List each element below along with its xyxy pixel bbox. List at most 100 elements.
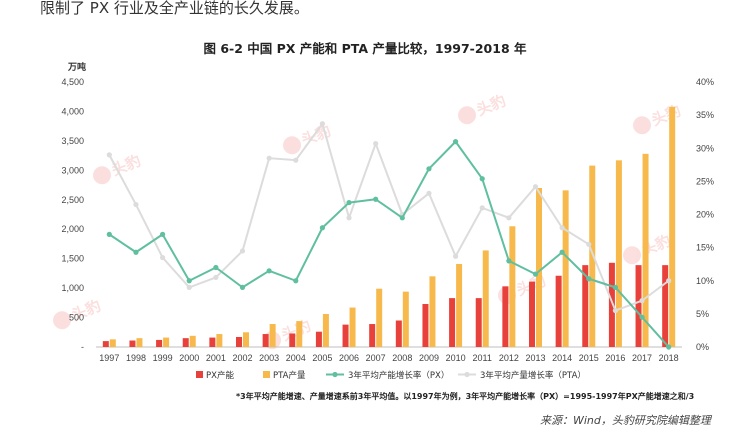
px-growth-point [213,264,219,271]
pta-bar [615,160,622,347]
px-bar [529,281,535,347]
pta-growth-point [239,248,246,254]
px-growth-point [373,196,379,202]
chart-title: 图 6-2 中国 PX 产能和 PTA 产量比较，1997-2018 年 [203,41,527,56]
pta-bar [349,307,356,347]
pta-growth-point [213,274,219,281]
pta-bar [136,338,143,347]
intro-text: 限制了 PX 行业及全产业链的长久发展。 [40,0,309,17]
y-right-tick-label: 35% [696,110,714,120]
x-tick-label: 1999 [153,353,173,363]
px-bars [102,262,669,347]
x-tick-label: 2002 [232,353,252,363]
x-tick-label: 2005 [312,353,332,363]
legend-marker [464,371,470,378]
y-right-tick-label: 40% [696,77,714,87]
y-left-tick-label: 3,500 [61,136,84,146]
pta-bar [482,250,489,347]
pta-bar [322,314,329,347]
x-tick-label: 2010 [446,353,466,363]
legend-label: PX产能 [206,370,234,381]
pta-bar [189,335,196,347]
watermark-mark [283,136,302,155]
pta-bars [109,106,676,347]
px-growth-point [266,268,272,274]
x-tick-label: 2007 [366,353,386,363]
px-bar [608,262,615,347]
pta-bar [109,339,116,347]
pta-growth-point [293,157,299,163]
legend-swatch [263,371,270,378]
pta-bar [296,321,303,347]
pta-bar [216,334,223,347]
px-bar [369,324,376,347]
pta-bar [589,165,596,347]
x-tick-label: 1998 [126,353,146,363]
y-right-tick-label: 30% [696,143,714,153]
y-left-tick-label: 2,500 [61,195,84,205]
px-bar [236,336,242,347]
px-bar [502,286,509,347]
pta-growth-point [346,215,352,221]
x-tick-label: 2004 [286,353,306,363]
px-growth-point [666,344,672,350]
x-tick-label: 2017 [632,353,652,363]
pta-growth-path [108,122,670,312]
watermark-mark [623,246,642,265]
px-growth-point [106,231,112,237]
watermark-logo: 头豹 [458,92,508,125]
y-left-tick-label: 1,500 [61,254,84,264]
x-tick-label: 2015 [579,353,599,363]
px-growth-point [426,166,432,172]
x-tick-label: 2018 [659,353,679,363]
legend-label: PTA产量 [273,370,306,381]
y-right-tick-label: 5% [696,309,709,319]
x-tick-label: 2009 [419,353,439,363]
axes-labels: - 500 1,000 1,500 2,000 2,500 3,000 3,500 4,000 4… [61,61,714,363]
legend-label: 3年平均产能增长率（PX） [348,370,449,381]
px-bar [395,320,402,347]
pta-growth-point [186,284,192,290]
watermark-mark [458,106,477,125]
pta-bar [642,153,649,347]
pta-bar [456,263,463,347]
px-bar [422,304,429,347]
x-tick-label: 1997 [99,353,119,363]
px-growth-point [612,284,619,290]
px-growth-point [479,176,485,182]
px-bar [156,339,163,347]
legend-item: 3年平均产量增长率（PTA） [458,370,586,381]
px-bar [209,337,216,347]
pta-growth-point [106,152,112,158]
x-tick-label: 2000 [179,353,199,363]
y-right-tick-label: 15% [696,243,714,253]
legend-item: 3年平均产能增长率（PX） [326,370,449,381]
legend-swatch [196,371,203,378]
y-left-tick-label: 3,000 [61,165,84,175]
px-growth-point [452,139,459,145]
px-bar [475,298,482,347]
px-growth-point [506,258,512,264]
px-growth-point [559,249,565,255]
pta-growth-point [319,121,326,127]
px-bar [315,331,322,347]
x-tick-label: 2014 [552,353,572,363]
y-left-tick-label: - [81,342,84,352]
px-bar [129,340,136,347]
px-bar [662,265,669,347]
y-right-tick-label: 10% [696,276,714,286]
y-left-tick-label: 1,000 [61,283,84,293]
pta-growth-point [426,190,432,196]
legend-marker [332,371,338,378]
legend-item: PTA产量 [263,370,306,381]
watermark-logo: 头豹 [283,122,333,155]
legend-item: PX产能 [196,370,234,381]
y-left-tick-label: 4,000 [61,106,84,116]
px-bar [102,341,109,347]
x-tick-label: 2012 [499,353,519,363]
px-bar [635,265,642,347]
pta-growth-point [479,205,485,211]
pta-growth-point [559,225,565,231]
pta-bar [402,291,409,347]
